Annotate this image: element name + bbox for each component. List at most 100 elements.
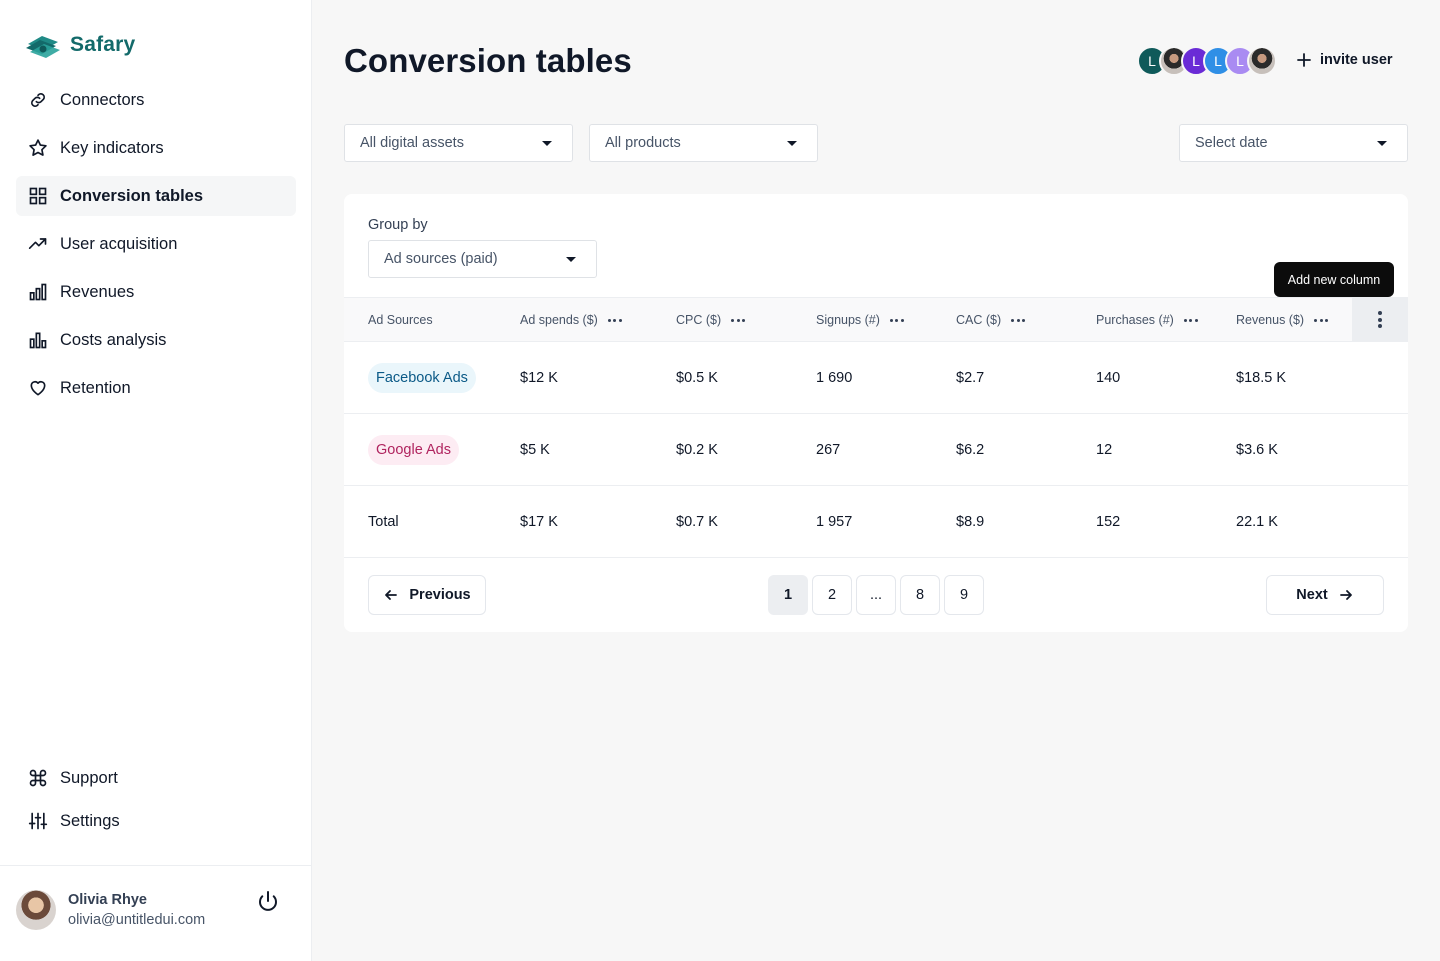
add-column-tooltip: Add new column xyxy=(1274,262,1394,302)
avatar[interactable] xyxy=(16,890,56,930)
sidebar-item-costs-analysis[interactable]: Costs analysis xyxy=(16,320,296,360)
table-row[interactable]: Facebook Ads $12 K $0.5 K 1 690 $2.7 140… xyxy=(344,342,1408,414)
sidebar-item-label: Conversion tables xyxy=(60,186,204,205)
column-header-cpc[interactable]: CPC ($) xyxy=(676,313,746,327)
sidebar-item-label: Support xyxy=(60,768,118,787)
cell-revenus: $18.5 K xyxy=(1236,370,1286,386)
cell-signups: 267 xyxy=(816,442,841,458)
caret-down-icon xyxy=(542,141,552,146)
table-total-row: Total $17 K $0.7 K 1 957 $8.9 152 22.1 K xyxy=(344,486,1408,558)
more-horizontal-icon[interactable] xyxy=(731,318,746,322)
more-vertical-icon xyxy=(1378,311,1382,328)
column-header-cac[interactable]: CAC ($) xyxy=(956,313,1026,327)
sidebar-item-key-indicators[interactable]: Key indicators xyxy=(16,128,296,168)
bar-chart-icon xyxy=(28,330,48,350)
cell-cac: $6.2 xyxy=(956,442,985,458)
invite-user-button[interactable]: invite user xyxy=(1296,52,1393,68)
column-label: CPC ($) xyxy=(676,313,722,327)
column-header-ad-sources[interactable]: Ad Sources xyxy=(368,313,433,327)
sliders-icon xyxy=(28,811,48,831)
column-header-revenus[interactable]: Revenus ($) xyxy=(1236,313,1329,327)
page-ellipsis[interactable]: ... xyxy=(856,575,896,615)
bar-chart-icon xyxy=(28,282,48,302)
column-header-purchases[interactable]: Purchases (#) xyxy=(1096,313,1198,327)
cell-cpc: $0.5 K xyxy=(676,370,718,386)
products-value: All products xyxy=(605,135,681,151)
previous-button[interactable]: Previous xyxy=(368,575,486,615)
date-value: Select date xyxy=(1195,135,1268,151)
pagination: Previous 1 2 ... 8 9 Next xyxy=(344,558,1408,632)
avatar-initial: L xyxy=(1148,53,1156,69)
caret-down-icon xyxy=(1377,141,1387,146)
more-horizontal-icon[interactable] xyxy=(889,318,904,322)
invite-user-label: invite user xyxy=(1320,52,1393,68)
sidebar-item-label: Costs analysis xyxy=(60,330,167,349)
user-name: Olivia Rhye xyxy=(68,892,147,908)
products-select[interactable]: All products xyxy=(589,124,818,162)
user-card: Olivia Rhye olivia@untitledui.com xyxy=(0,865,312,961)
cell-signups: 1 690 xyxy=(816,370,853,386)
sidebar-item-label: Settings xyxy=(60,811,120,830)
avatar[interactable] xyxy=(1247,46,1277,76)
sidebar: Safary Connectors Key indicators Convers… xyxy=(0,0,312,961)
cell-revenus: $3.6 K xyxy=(1236,442,1278,458)
total-ad-spends: $17 K xyxy=(520,514,558,530)
column-label: Ad Sources xyxy=(368,313,433,327)
page-button-9[interactable]: 9 xyxy=(944,575,984,615)
main-nav: Connectors Key indicators Conversion tab… xyxy=(16,80,296,416)
page-button-1[interactable]: 1 xyxy=(768,575,808,615)
column-label: CAC ($) xyxy=(956,313,1002,327)
sidebar-item-user-acquisition[interactable]: User acquisition xyxy=(16,224,296,264)
avatar-initial: L xyxy=(1214,53,1222,69)
cell-purchases: 12 xyxy=(1096,442,1113,458)
add-column-button[interactable] xyxy=(1352,298,1408,342)
sidebar-item-connectors[interactable]: Connectors xyxy=(16,80,296,120)
user-email: olivia@untitledui.com xyxy=(68,912,206,928)
table-row[interactable]: Google Ads $5 K $0.2 K 267 $6.2 12 $3.6 … xyxy=(344,414,1408,486)
command-icon xyxy=(28,768,48,788)
date-select[interactable]: Select date xyxy=(1179,124,1408,162)
sidebar-item-label: User acquisition xyxy=(60,234,178,253)
heart-icon xyxy=(28,378,48,398)
table-header: Ad Sources Ad spends ($) CPC ($) Signups… xyxy=(344,297,1408,342)
next-button[interactable]: Next xyxy=(1266,575,1384,615)
sidebar-item-support[interactable]: Support xyxy=(16,758,296,798)
cell-ad-spends: $5 K xyxy=(520,442,550,458)
plus-icon xyxy=(1297,53,1311,67)
conversion-table-card: Group by Ad sources (paid) Add new colum… xyxy=(344,194,1408,632)
brand-logo[interactable]: Safary xyxy=(24,30,135,60)
total-signups: 1 957 xyxy=(816,514,853,530)
total-label: Total xyxy=(368,514,399,530)
cell-purchases: 140 xyxy=(1096,370,1121,386)
sidebar-item-conversion-tables[interactable]: Conversion tables xyxy=(16,176,296,216)
power-icon[interactable] xyxy=(256,890,280,914)
sidebar-item-label: Key indicators xyxy=(60,138,164,157)
column-header-signups[interactable]: Signups (#) xyxy=(816,313,904,327)
source-badge-facebook-ads[interactable]: Facebook Ads xyxy=(368,363,476,393)
more-horizontal-icon[interactable] xyxy=(1011,318,1026,322)
page-button-8[interactable]: 8 xyxy=(900,575,940,615)
cell-cac: $2.7 xyxy=(956,370,985,386)
group-by-select[interactable]: Ad sources (paid) xyxy=(368,240,597,278)
more-horizontal-icon[interactable] xyxy=(1314,318,1329,322)
group-by-label: Group by xyxy=(368,217,428,233)
sidebar-item-retention[interactable]: Retention xyxy=(16,368,296,408)
more-horizontal-icon[interactable] xyxy=(1183,318,1198,322)
source-badge-google-ads[interactable]: Google Ads xyxy=(368,435,459,465)
digital-assets-select[interactable]: All digital assets xyxy=(344,124,573,162)
arrow-right-icon xyxy=(1339,590,1352,600)
cash-stack-icon xyxy=(26,36,60,58)
brand-name: Safary xyxy=(70,33,136,56)
caret-down-icon xyxy=(787,141,797,146)
total-purchases: 152 xyxy=(1096,514,1121,530)
page-button-2[interactable]: 2 xyxy=(812,575,852,615)
more-horizontal-icon[interactable] xyxy=(607,318,622,322)
sidebar-item-revenues[interactable]: Revenues xyxy=(16,272,296,312)
digital-assets-value: All digital assets xyxy=(360,135,464,151)
total-cac: $8.9 xyxy=(956,514,985,530)
sidebar-item-label: Revenues xyxy=(60,282,135,301)
sidebar-item-settings[interactable]: Settings xyxy=(16,801,296,841)
column-header-ad-spends[interactable]: Ad spends ($) xyxy=(520,313,622,327)
sidebar-item-label: Connectors xyxy=(60,90,145,109)
